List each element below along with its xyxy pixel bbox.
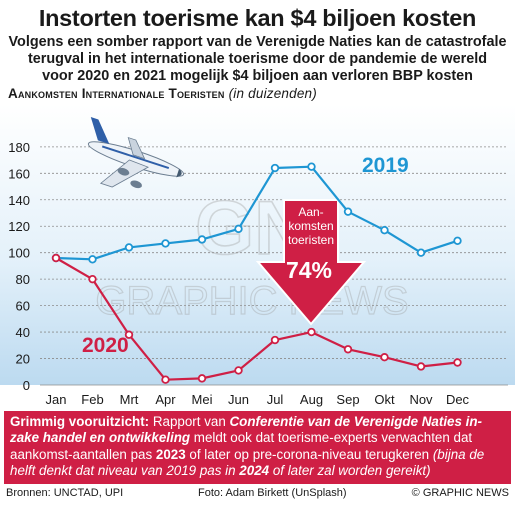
- series-line-2020: [55, 257, 458, 381]
- y-tick-label: 80: [16, 272, 30, 287]
- x-tick-label: Jul: [267, 392, 284, 407]
- y-tick-label: 100: [8, 246, 30, 261]
- outlook-year-2023: 2023: [155, 446, 186, 462]
- data-point-2020: [343, 345, 353, 354]
- outlook-report-name: Conferentie van de Verenigde Naties in-z…: [10, 414, 483, 446]
- data-point-2019: [270, 163, 280, 173]
- y-tick-label: 180: [8, 140, 30, 155]
- x-tick-label: Nov: [409, 392, 433, 407]
- data-point-2019: [88, 255, 97, 264]
- decline-arrow-label-1: Aan-: [298, 205, 323, 219]
- x-tick-label: Apr: [155, 392, 176, 407]
- outlook-text: Grimmig vooruitzicht: Rapport van Confer…: [4, 411, 511, 480]
- x-tick-label: Aug: [300, 392, 323, 407]
- x-tick-label: Jun: [228, 392, 249, 407]
- chart-subtitle: Volgens een somber rapport van de Vereni…: [0, 34, 515, 85]
- photo-credit: Foto: Adam Birkett (UnSplash): [198, 487, 347, 499]
- data-point-2020: [161, 375, 170, 384]
- outlook-text-part: Rapport van: [149, 414, 230, 429]
- series-label-2020: 2020: [82, 334, 129, 357]
- line-chart: 0 20 40 60 80 100 120 140 160 180 Jan Feb Mrt Apr Mei…: [0, 104, 515, 407]
- x-tick-label: Mrt: [120, 392, 139, 407]
- y-tick-label: 0: [23, 378, 30, 393]
- data-point-2020: [380, 353, 389, 362]
- y-tick-labels: 0 20 40 60 80 100 120 140 160 180: [8, 140, 30, 393]
- y-tick-label: 60: [16, 299, 30, 314]
- airplane-icon: [87, 116, 185, 189]
- data-point-2020: [51, 253, 61, 263]
- outlook-label: Grimmig vooruitzicht:: [10, 414, 150, 429]
- y-tick-label: 120: [8, 219, 30, 234]
- outlook-box: Grimmig vooruitzicht: Rapport van Confer…: [4, 411, 511, 484]
- outlook-text-part: meldt ook dat toerisme-experts verwachte…: [10, 430, 473, 462]
- series-line-2019: [55, 165, 458, 261]
- decline-arrow-value: 74%: [286, 257, 332, 283]
- data-point-2019: [124, 243, 134, 252]
- y-tick-label: 160: [8, 166, 30, 181]
- data-point-2020: [197, 374, 207, 383]
- y-axis-units: (in duizenden): [228, 86, 317, 101]
- y-tick-label: 20: [16, 352, 30, 367]
- data-point-2019: [307, 162, 316, 171]
- decline-arrow: Aan- komsten toeristen 74%: [255, 199, 367, 326]
- sources-note: Bronnen: UNCTAD, UPI: [6, 487, 124, 499]
- x-tick-label: Okt: [374, 392, 395, 407]
- outlook-note-part: (bijna de helft denkt dat niveau van 201…: [10, 446, 485, 479]
- x-tick-labels: Jan Feb Mrt Apr Mei Jun Jul Aug Sep Okt Nov Dec: [46, 392, 470, 407]
- series: [51, 162, 462, 384]
- decline-arrow-shape: [255, 199, 367, 326]
- data-point-2020: [453, 358, 462, 367]
- outlook-year-2024: 2024: [239, 463, 270, 479]
- subtitle-line: terugval in het internationale toerisme …: [27, 51, 487, 67]
- watermark: GN GRAPHIC NEWS: [95, 185, 410, 323]
- plot-background: [0, 104, 515, 385]
- subtitle-line: Volgens een somber rapport van de Vereni…: [8, 34, 507, 50]
- data-point-2020: [234, 366, 243, 375]
- data-point-2020: [270, 335, 280, 345]
- x-tick-label: Dec: [446, 392, 470, 407]
- data-point-2019: [161, 239, 170, 248]
- copyright: © GRAPHIC NEWS: [411, 487, 509, 499]
- x-tick-label: Mei: [192, 392, 213, 407]
- outlook-note-part: of later zal worden gereikt): [269, 463, 431, 479]
- outlook-text-part: of later op pre-corona-niveau terugkeren: [185, 446, 433, 462]
- data-point-2020: [307, 327, 316, 337]
- x-tick-label: Jan: [46, 392, 67, 407]
- data-point-2019: [416, 248, 426, 257]
- data-point-2019: [453, 236, 462, 245]
- chart-title: Instorten toerisme kan $4 biljoen kosten: [38, 5, 477, 31]
- x-tick-label: Sep: [336, 392, 359, 407]
- subtitle-line: voor 2020 en 2021 mogelijk $4 biljoen aa…: [42, 68, 473, 84]
- data-point-2019: [197, 235, 207, 244]
- data-point-2019: [343, 207, 353, 216]
- decline-arrow-label-2: komsten: [288, 219, 333, 233]
- data-point-2020: [416, 362, 426, 371]
- y-axis-title: Aankomsten Internationale Toeristen (in d…: [8, 86, 317, 101]
- decline-arrow-label-3: toeristen: [288, 233, 334, 247]
- series-label-2019: 2019: [362, 154, 409, 177]
- x-tick-label: Feb: [81, 392, 103, 407]
- data-point-2020: [124, 330, 134, 339]
- watermark-text: GRAPHIC NEWS: [95, 279, 408, 323]
- data-point-2019: [234, 224, 243, 234]
- y-axis-title-text: Aankomsten Internationale Toeristen: [8, 86, 225, 101]
- data-point-2020: [88, 274, 97, 284]
- y-tick-label: 40: [16, 325, 30, 340]
- data-point-2019: [380, 226, 389, 235]
- y-tick-label: 140: [8, 193, 30, 208]
